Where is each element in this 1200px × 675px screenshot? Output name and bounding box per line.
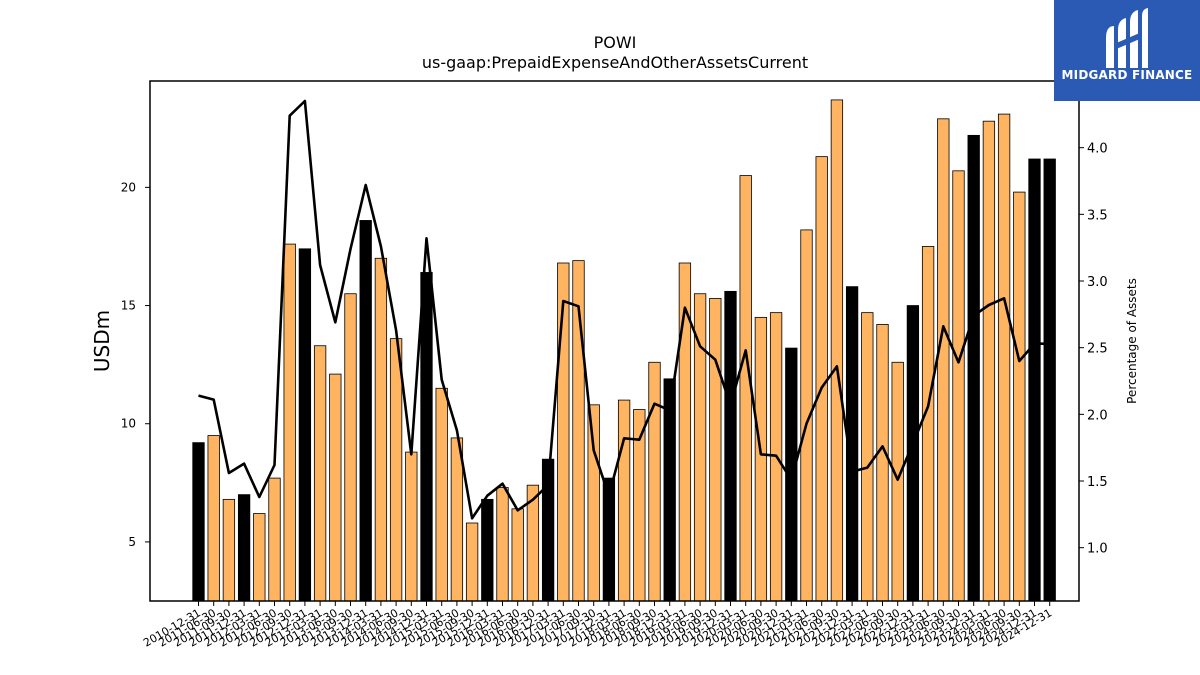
bar — [815, 156, 828, 602]
y-right-tick-label: 4.0 — [1087, 142, 1108, 157]
y-axis-left: 5 10 15 20 — [121, 180, 150, 549]
bar — [724, 290, 737, 602]
bar — [253, 513, 266, 602]
bar — [268, 477, 281, 602]
brand-name: MIDGARD FINANCE — [1061, 68, 1193, 82]
bar — [663, 378, 676, 602]
bar — [876, 324, 889, 602]
y-right-tick-label: 3.5 — [1087, 208, 1108, 223]
bar — [997, 113, 1011, 602]
bar — [587, 404, 600, 602]
bar — [405, 451, 418, 602]
bar — [967, 134, 980, 602]
y-right-tick-label: 2.0 — [1087, 408, 1108, 423]
bar — [982, 120, 996, 602]
y-right-tick-label: 2.5 — [1087, 342, 1108, 357]
bar — [496, 487, 509, 602]
midgard-m-logo-icon — [1106, 8, 1148, 68]
bar — [617, 399, 631, 602]
bar — [344, 293, 357, 602]
brand-logo: MIDGARD FINANCE — [1054, 0, 1200, 101]
bar — [481, 498, 494, 602]
y-axis-label-left: USDm — [90, 310, 114, 372]
bar — [937, 118, 950, 602]
bar — [207, 435, 220, 602]
bar — [1043, 158, 1056, 602]
bar — [435, 387, 448, 602]
bar — [861, 312, 874, 602]
y-right-tick-label: 1.0 — [1087, 542, 1108, 557]
percentage-line — [198, 99, 1050, 520]
y-axis-label-right: Percentage of Assets — [1125, 278, 1139, 404]
bar — [222, 498, 236, 602]
y-tick-label: 10 — [121, 417, 136, 431]
y-tick-label: 20 — [121, 180, 136, 194]
bar — [891, 361, 904, 602]
bar — [465, 522, 479, 602]
bar — [374, 257, 388, 602]
bar — [329, 373, 342, 602]
bar — [648, 361, 661, 602]
plot-frame — [149, 80, 1080, 602]
bar — [693, 293, 707, 602]
bar — [420, 272, 433, 602]
y-tick-label: 5 — [128, 535, 136, 549]
line-series — [198, 99, 1050, 520]
chart-subtitle: us-gaap:PrepaidExpenseAndOtherAssetsCurr… — [422, 53, 808, 72]
bar — [192, 442, 205, 602]
bar — [1028, 158, 1041, 602]
bar — [511, 508, 524, 602]
y-tick-label: 15 — [121, 299, 136, 313]
bar — [709, 298, 722, 602]
bar — [283, 243, 296, 602]
bar — [298, 248, 312, 602]
y-right-tick-label: 1.5 — [1087, 475, 1108, 490]
x-axis: 2010-12-312011-06-302011-09-302011-12-31… — [141, 601, 1054, 650]
bar — [359, 220, 372, 602]
bar — [389, 338, 403, 602]
bar — [921, 246, 935, 602]
bar — [830, 99, 844, 602]
bar — [1013, 191, 1026, 602]
bar — [313, 345, 327, 602]
bar — [952, 170, 965, 602]
bar — [739, 175, 752, 602]
bar — [450, 437, 464, 602]
bar — [754, 316, 768, 602]
bar-series — [192, 99, 1056, 602]
chart-title: POWI — [594, 33, 637, 52]
y-right-tick-label: 3.0 — [1087, 275, 1108, 290]
bar — [237, 494, 251, 602]
y-axis-right: 1.0 1.5 2.0 2.5 3.0 3.5 4.0 — [1079, 142, 1108, 557]
